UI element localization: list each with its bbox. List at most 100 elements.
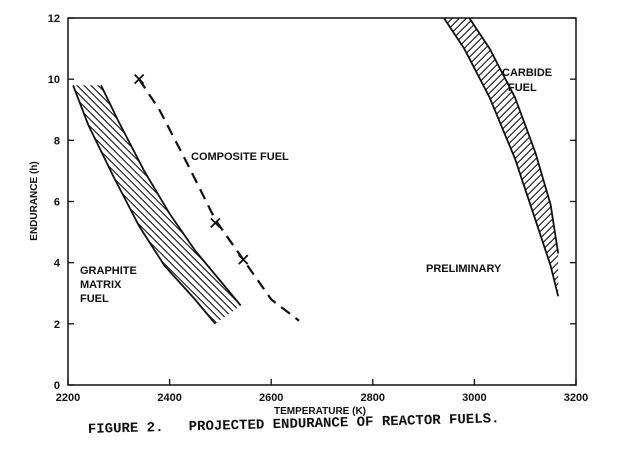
- hatch-line: [323, 65, 602, 344]
- hatch-line: [456, 65, 640, 344]
- hatch-line: [182, 85, 241, 324]
- hatch-line: [246, 65, 525, 344]
- x-tick-label: 2600: [259, 392, 283, 404]
- hatch-line: [491, 65, 640, 344]
- y-axis-ticks: 0 2 4 6 8 10 12: [48, 13, 576, 392]
- hatch-line: [379, 65, 640, 344]
- hatch-line: [442, 65, 640, 344]
- hatch-line: [0, 65, 6, 344]
- hatch-line: [581, 0, 640, 316]
- hatch-line: [505, 65, 640, 344]
- hatch-line: [73, 85, 140, 324]
- hatch-line: [428, 65, 640, 344]
- hatch-line: [443, 18, 559, 297]
- hatch-line: [545, 18, 559, 297]
- composite-x-marker: [210, 217, 221, 229]
- hatch-line: [253, 65, 532, 344]
- hatch-line: [175, 85, 241, 324]
- hatch-line: [210, 85, 241, 324]
- hatch-line: [414, 65, 640, 344]
- hatch-line: [574, 0, 640, 316]
- hatch-line: [386, 65, 640, 344]
- hatch-line: [630, 0, 640, 316]
- hatch-line: [443, 18, 559, 297]
- hatch-line: [616, 0, 640, 316]
- hatch-line: [503, 18, 559, 297]
- x-tick-label: 2800: [361, 392, 385, 404]
- hatch-line: [73, 85, 84, 324]
- band-upper-edge: [468, 17, 560, 254]
- hatch-line: [443, 18, 530, 297]
- hatch-line: [73, 85, 241, 324]
- hatch-line: [0, 65, 48, 344]
- y-tick-label: 10: [48, 74, 60, 86]
- hatch-line: [595, 0, 640, 316]
- hatch-line: [0, 65, 13, 344]
- band-upper-edge: [100, 84, 242, 307]
- hatch-line: [140, 85, 241, 324]
- y-axis-label: ENDURANCE (h): [29, 161, 40, 240]
- hatch-line: [73, 85, 241, 324]
- annotation-graphite-line-3: FUEL: [80, 293, 109, 305]
- hatch-line: [533, 65, 640, 344]
- hatch-line: [443, 18, 559, 297]
- hatch-line: [21, 0, 339, 316]
- series-composite-fuel: [133, 74, 300, 322]
- hatch-line: [73, 85, 147, 324]
- annotation-graphite-line-1: GRAPHITE: [80, 265, 137, 277]
- hatch-line: [552, 18, 559, 297]
- y-tick-label: 8: [54, 135, 60, 147]
- hatch-line: [435, 65, 640, 344]
- y-tick-label: 12: [48, 13, 60, 25]
- hatch-line: [393, 65, 640, 344]
- hatch-line: [538, 18, 559, 297]
- hatch-line: [400, 65, 640, 344]
- hatch-line: [0, 65, 27, 344]
- hatch-line: [168, 85, 241, 324]
- hatch-line: [73, 85, 154, 324]
- y-tick-label: 4: [54, 258, 61, 270]
- hatch-line: [238, 85, 241, 324]
- y-tick-label: 6: [54, 197, 60, 209]
- hatch-line: [482, 18, 559, 297]
- y-tick-label: 0: [54, 380, 60, 392]
- hatch-line: [161, 85, 241, 324]
- hatch-line: [217, 85, 241, 324]
- hatch-line: [316, 65, 595, 344]
- band-lower-edge: [72, 84, 216, 325]
- annotation-carbide-line-1: CARBIDE: [502, 67, 552, 79]
- hatch-line: [73, 85, 241, 324]
- hatch-line: [443, 18, 460, 297]
- hatch-line: [443, 18, 544, 297]
- hatch-line: [609, 0, 640, 316]
- hatch-line: [203, 85, 241, 324]
- hatch-line: [407, 65, 640, 344]
- hatch-line: [443, 18, 523, 297]
- x-axis-ticks: 2200 2400 2600 2800 3000 3200: [56, 379, 588, 404]
- hatch-line: [224, 85, 241, 324]
- x-tick-label: 2200: [56, 392, 80, 404]
- annotation-preliminary: PRELIMINARY: [426, 263, 502, 275]
- annotation-composite-fuel: COMPOSITE FUEL: [191, 151, 289, 163]
- hatch-line: [288, 65, 567, 344]
- x-tick-label: 3200: [564, 392, 588, 404]
- hatch-line: [351, 65, 630, 344]
- composite-x-marker: [238, 254, 249, 265]
- hatch-line: [73, 85, 241, 324]
- x-axis-label: TEMPERATURE (K): [274, 406, 366, 417]
- hatch-line: [524, 18, 559, 297]
- hatch-line: [526, 65, 640, 344]
- hatch-line: [443, 18, 453, 297]
- hatch-line: [330, 65, 609, 344]
- hatch-line: [365, 65, 640, 344]
- hatch-line: [0, 65, 20, 344]
- hatch-line: [531, 18, 559, 297]
- y-tick-label: 2: [54, 319, 60, 331]
- hatch-line: [443, 18, 559, 297]
- hatch-line: [337, 65, 616, 344]
- annotation-carbide-line-2: FUEL: [508, 82, 537, 94]
- annotation-graphite-line-2: MATRIX: [80, 279, 122, 291]
- x-tick-label: 3000: [462, 392, 486, 404]
- composite-dashed-line: [138, 78, 300, 322]
